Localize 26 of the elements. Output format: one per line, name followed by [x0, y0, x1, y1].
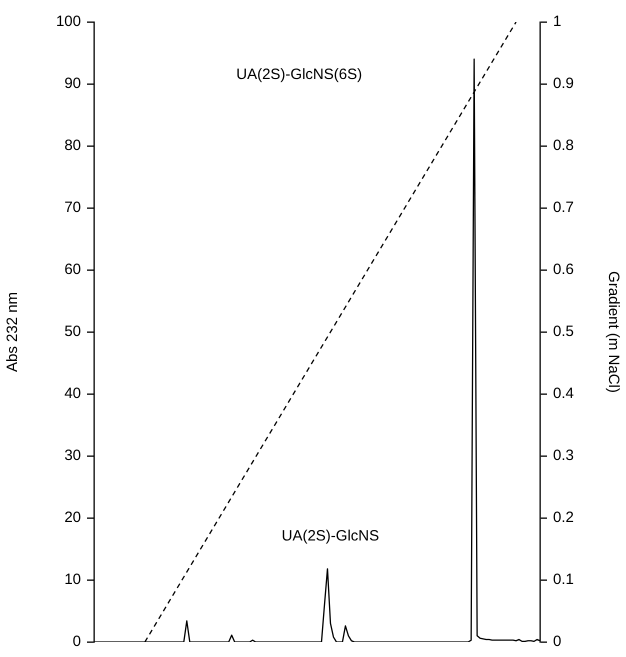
y-tick-label: 70: [64, 199, 81, 216]
y2-axis-title: Gradient (m NaCl): [604, 271, 622, 393]
y2-tick-label: 0.7: [553, 199, 574, 216]
y2-tick-label: 0.6: [553, 261, 574, 278]
y2-tick-label: 0.5: [553, 323, 574, 340]
y-tick-label: 20: [64, 509, 81, 526]
y-tick-label: 50: [64, 323, 81, 340]
y-axis-title: Abs 232 nm: [4, 292, 22, 372]
y2-tick-label: 0.8: [553, 137, 574, 154]
y-tick-label: 90: [64, 75, 81, 92]
y-tick-label: 30: [64, 447, 81, 464]
y2-tick-label: 0.9: [553, 75, 574, 92]
y2-tick-label: 0.3: [553, 447, 574, 464]
y-tick-label: 100: [56, 13, 81, 30]
y-tick-label: 60: [64, 261, 81, 278]
y2-tick-label: 0.2: [553, 509, 574, 526]
y-tick-label: 80: [64, 137, 81, 154]
annotation: UA(2S)-GlcNS: [282, 528, 380, 545]
y2-tick-label: 0.1: [553, 571, 574, 588]
y-tick-label: 0: [72, 633, 81, 650]
annotation: UA(2S)-GlcNS(6S): [236, 66, 362, 83]
y2-tick-label: 0.4: [553, 385, 574, 402]
y-tick-label: 10: [64, 571, 81, 588]
y2-tick-label: 0: [553, 633, 562, 650]
y-tick-label: 40: [64, 385, 81, 402]
y2-tick-label: 1: [553, 13, 562, 30]
